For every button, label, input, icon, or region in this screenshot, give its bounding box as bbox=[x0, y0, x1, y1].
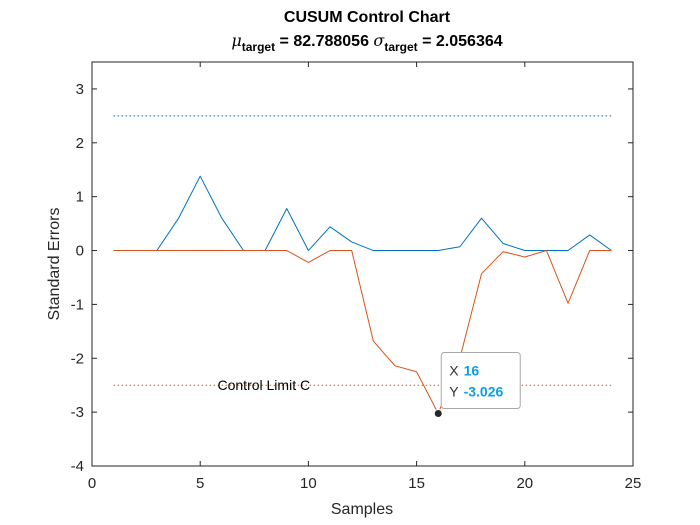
x-tick-label: 20 bbox=[516, 475, 533, 492]
y-tick-label: -4 bbox=[71, 458, 84, 475]
control-limit-annotation: Control Limit C bbox=[218, 377, 311, 393]
x-tick-label: 10 bbox=[300, 475, 317, 492]
datatip-y-key: Y bbox=[449, 384, 459, 400]
sigma-subscript: target bbox=[384, 40, 417, 54]
datatip-x-row: X 16 bbox=[449, 363, 479, 379]
y-ticks: -4 -3 -2 -1 0 1 2 3 bbox=[71, 81, 633, 475]
x-tick-label: 0 bbox=[88, 475, 96, 492]
sigma-symbol: σ bbox=[373, 31, 385, 50]
x-ticks: 0 5 10 15 20 25 bbox=[88, 62, 642, 492]
x-tick-label: 5 bbox=[196, 475, 204, 492]
y-tick-label: -3 bbox=[71, 404, 84, 421]
series-line-2 bbox=[113, 250, 612, 415]
y-tick-label: 1 bbox=[76, 189, 84, 206]
x-tick-label: 25 bbox=[625, 475, 642, 492]
mu-symbol: μ bbox=[231, 31, 241, 50]
y-tick-label: 2 bbox=[76, 135, 84, 152]
control-limit-lines bbox=[113, 115, 612, 386]
mu-subscript: target bbox=[242, 40, 275, 54]
y-tick-label: -1 bbox=[71, 296, 84, 313]
y-tick-label: 0 bbox=[76, 243, 84, 260]
y-tick-label: 3 bbox=[76, 81, 84, 98]
datatip-y-value: -3.026 bbox=[464, 384, 504, 400]
datatip-box bbox=[440, 352, 521, 410]
mu-value: = 82.788056 bbox=[275, 33, 373, 50]
chart-title: CUSUM Control Chart bbox=[284, 9, 451, 26]
x-axis-label: Samples bbox=[331, 501, 393, 518]
x-tick-label: 15 bbox=[408, 475, 425, 492]
plot-area bbox=[91, 61, 634, 467]
datatip-x-value: 16 bbox=[464, 363, 480, 379]
datatip[interactable]: X 16 Y -3.026 bbox=[433, 352, 521, 419]
datatip-x-key: X bbox=[449, 363, 459, 379]
chart-subtitle: μtarget = 82.788056 σtarget = 2.056364 bbox=[231, 31, 502, 54]
y-tick-label: -2 bbox=[71, 350, 84, 367]
datatip-y-row: Y -3.026 bbox=[449, 384, 503, 400]
sigma-value: = 2.056364 bbox=[418, 33, 503, 50]
series-line-1 bbox=[113, 175, 612, 252]
y-axis-label: Standard Errors bbox=[46, 208, 63, 321]
datatip-marker[interactable] bbox=[433, 409, 443, 419]
series-group bbox=[113, 175, 612, 415]
